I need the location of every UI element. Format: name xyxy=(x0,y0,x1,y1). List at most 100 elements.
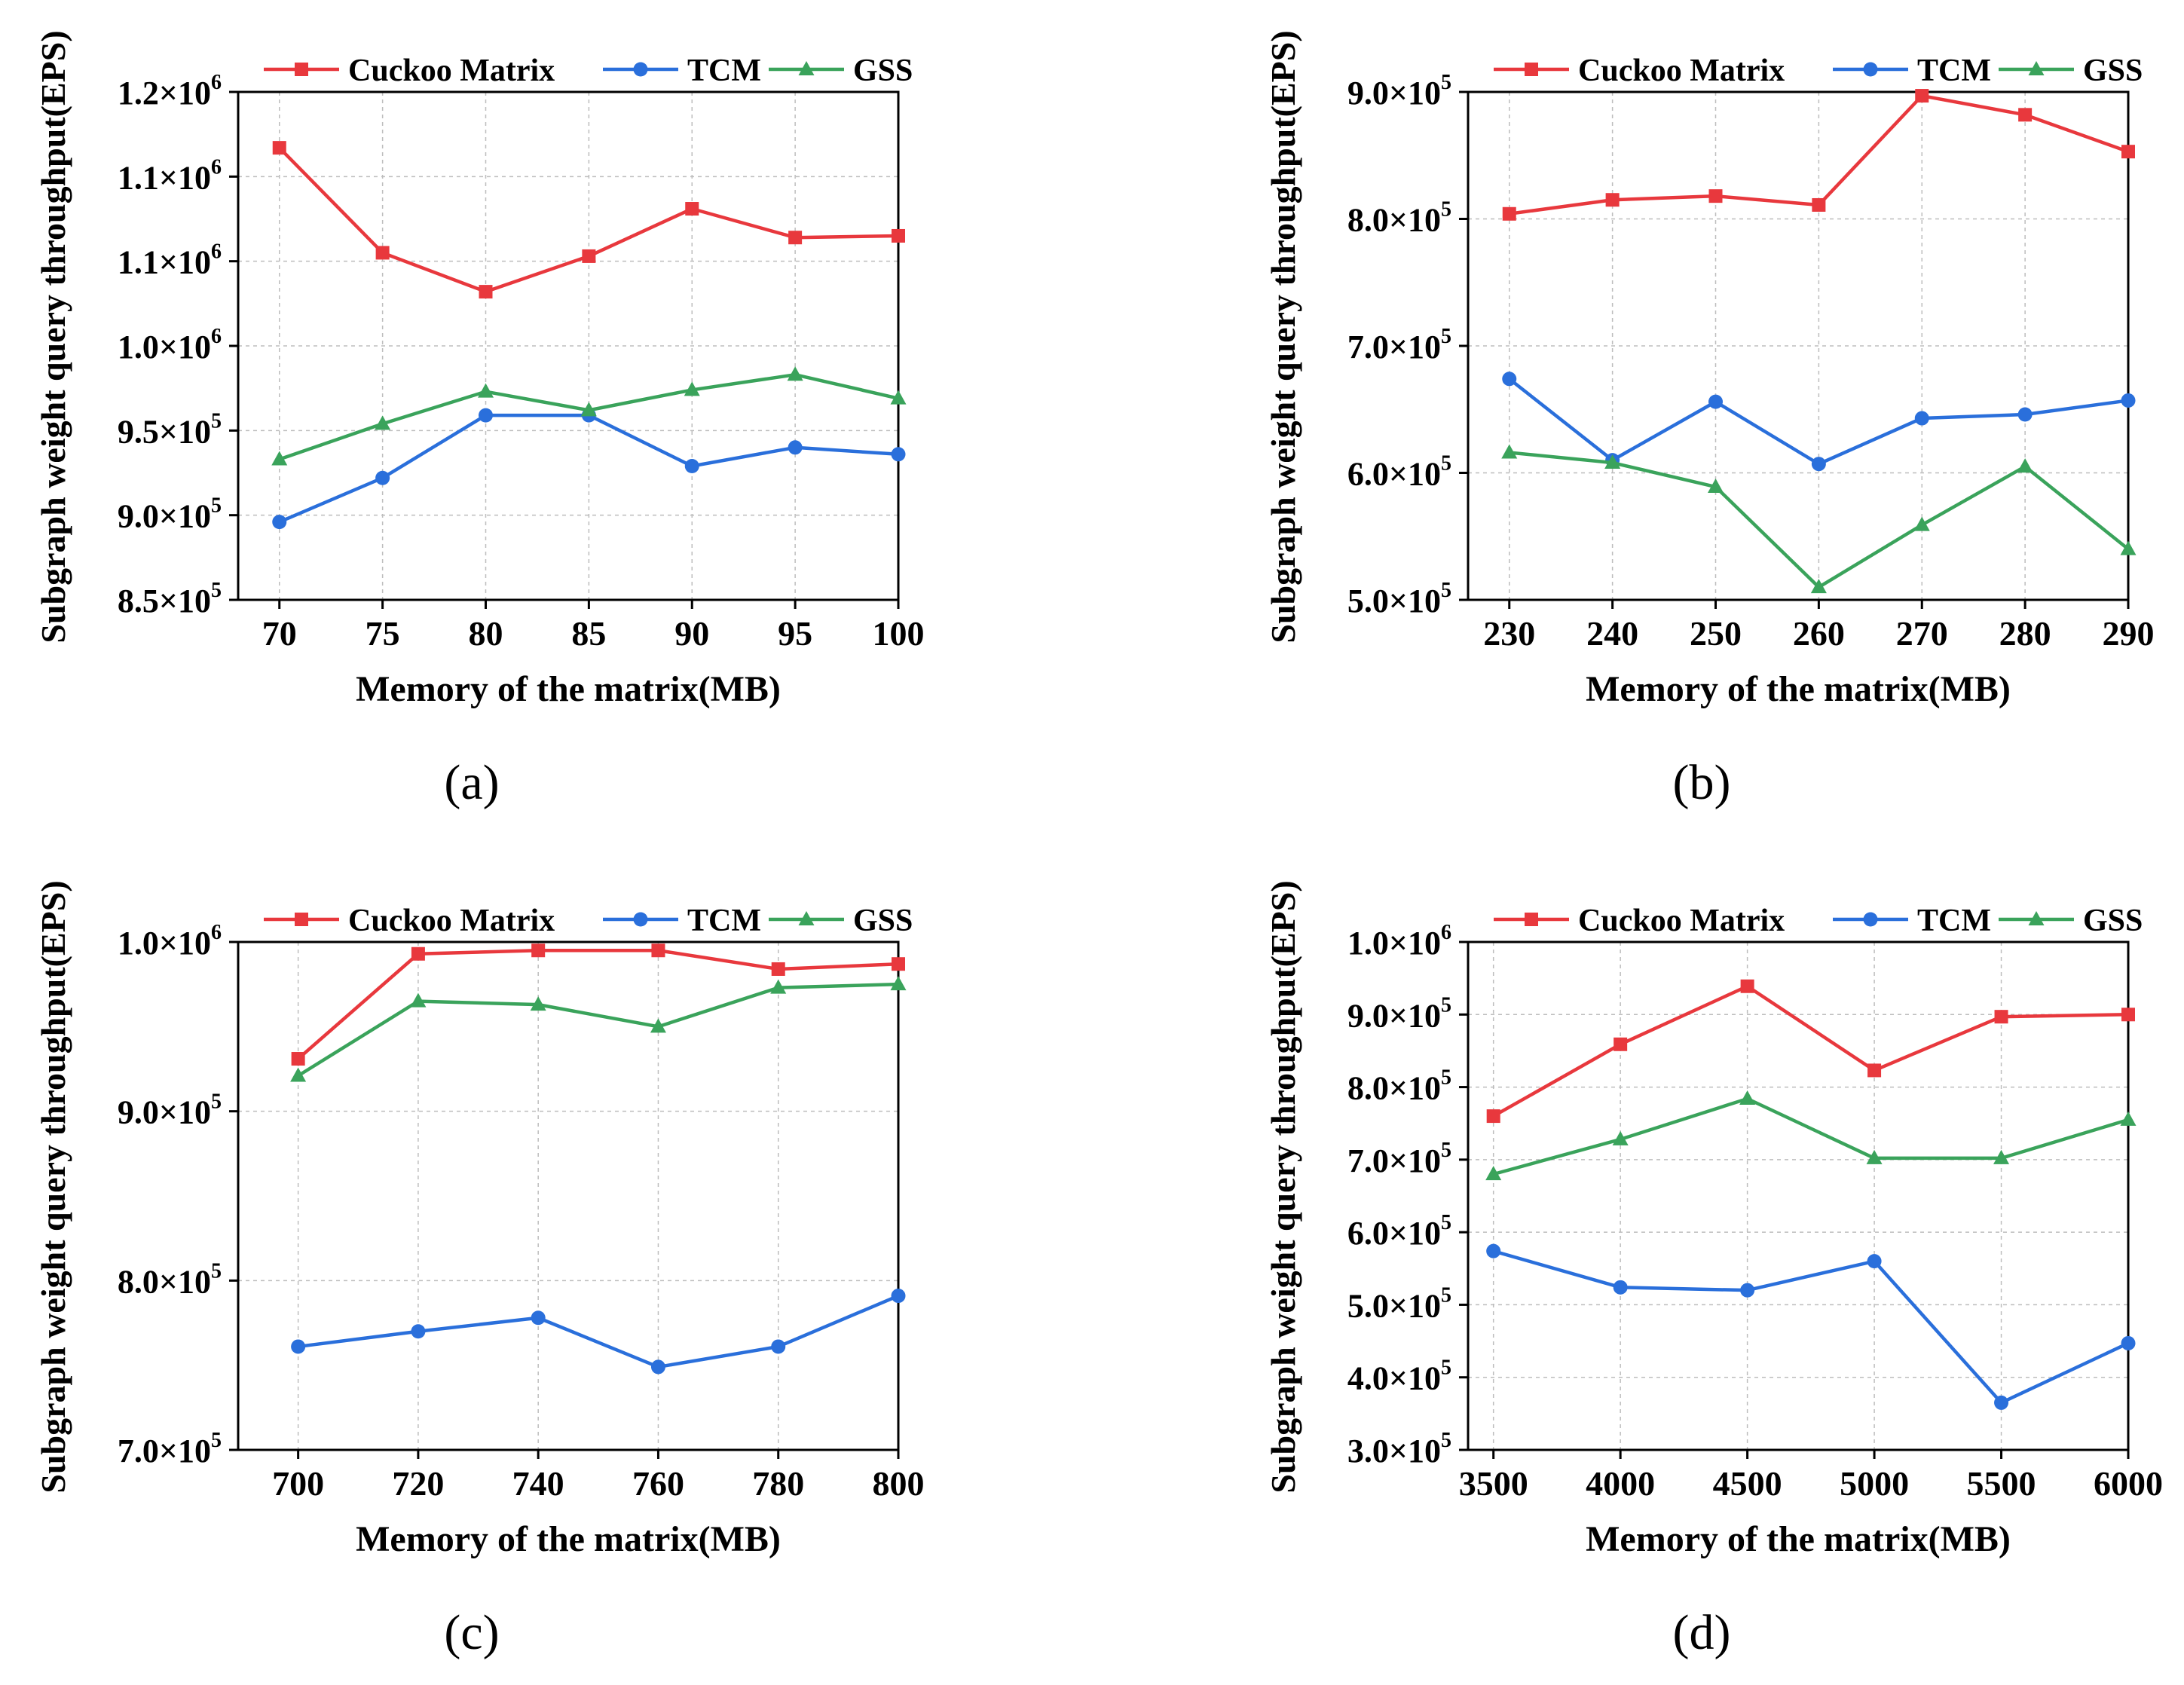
panel-a-legend: Cuckoo Matrix TCM GSS xyxy=(264,54,913,88)
panel-b-point-cuckoo-matrix-270 xyxy=(1915,89,1929,103)
panel-c-point-gss-740 xyxy=(530,996,546,1011)
panel-d-point-cuckoo-matrix-4000 xyxy=(1614,1037,1628,1051)
panel-c-line-cuckoo-matrix xyxy=(297,948,899,1060)
panel-d-series-cuckoo-matrix xyxy=(1486,979,2135,1124)
panel-b-grid xyxy=(1468,91,2129,601)
panel-c-point-tcm-720 xyxy=(411,1324,426,1339)
panel-a-legend-label-cuckoo-matrix: Cuckoo Matrix xyxy=(348,54,555,88)
panel-c-series-tcm xyxy=(291,1289,906,1375)
panel-a-point-cuckoo-matrix-95 xyxy=(788,231,803,245)
panel-d-ytick-label-5: 8.0×105 xyxy=(1347,1066,1451,1107)
panel-b-ytick-label-1: 6.0×105 xyxy=(1347,452,1451,493)
panel-d-legend-label-cuckoo-matrix: Cuckoo Matrix xyxy=(1578,904,1785,938)
panel-c-xtick-label-700: 700 xyxy=(272,1464,324,1503)
panel-c-series-cuckoo-matrix xyxy=(291,943,905,1066)
panel-c-line-gss xyxy=(297,982,899,1078)
panel-d-line-cuckoo-matrix xyxy=(1492,984,2129,1118)
panel-a-ytick-label-3: 1.0×106 xyxy=(118,325,222,365)
panel-d-ytick-label-7: 1.0×106 xyxy=(1347,921,1451,962)
panel-d-point-gss-5000 xyxy=(1866,1149,1883,1164)
panel-b-xtick-label-270: 270 xyxy=(1896,614,1948,653)
panel-c-legend-label-cuckoo-matrix: Cuckoo Matrix xyxy=(348,904,555,938)
panel-b-point-cuckoo-matrix-260 xyxy=(1812,197,1826,212)
panel-a-legend-label-gss: GSS xyxy=(853,54,913,88)
panel-a-label: (a) xyxy=(444,755,499,810)
panel-d-xtick-label-6000: 6000 xyxy=(2094,1464,2163,1503)
panel-a-point-cuckoo-matrix-90 xyxy=(685,202,699,216)
panel-b-xtick-label-290: 290 xyxy=(2103,614,2155,653)
panel-d-xtick-label-3500: 3500 xyxy=(1459,1464,1528,1503)
panel-b-point-tcm-230 xyxy=(1502,372,1517,387)
panel-c-point-gss-780 xyxy=(770,979,787,994)
panel-a-point-gss-95 xyxy=(787,366,803,381)
panel-a-series-gss xyxy=(271,366,907,466)
panel-d-xtick-label-5000: 5000 xyxy=(1840,1464,1909,1503)
panel-d-point-gss-3500 xyxy=(1485,1166,1502,1181)
panel-c-legend-marker-gss xyxy=(798,911,815,925)
panel-c-ytick-label-0: 7.0×105 xyxy=(118,1429,222,1469)
panel-a-xtick-label-90: 90 xyxy=(674,614,709,653)
panel-c-point-cuckoo-matrix-800 xyxy=(892,957,905,971)
panel-d-point-cuckoo-matrix-3500 xyxy=(1486,1109,1500,1124)
panel-d-ytick-label-2: 5.0×105 xyxy=(1347,1283,1451,1324)
panel-d-xtick-label-4500: 4500 xyxy=(1713,1464,1782,1503)
panel-c-point-gss-720 xyxy=(410,992,427,1008)
panel-a-point-gss-85 xyxy=(580,402,597,417)
chart-panel-a: 70 75 80 85 90 95 100 8.5×105 9.0×105 9.5×105 1.0×… xyxy=(34,30,925,810)
panel-a-point-gss-80 xyxy=(478,383,494,398)
panel-d-ytick-label-0: 3.0×105 xyxy=(1347,1429,1451,1469)
panel-b-point-tcm-260 xyxy=(1811,457,1826,472)
panel-a-legend-marker-tcm xyxy=(633,62,648,77)
panel-b-label: (b) xyxy=(1673,755,1731,810)
panel-c-xtick-label-800: 800 xyxy=(873,1464,925,1503)
panel-a-point-gss-75 xyxy=(375,415,391,430)
panel-c-grid xyxy=(238,941,899,1451)
panel-a-grid xyxy=(238,91,899,601)
panel-b-ytick-label-2: 7.0×105 xyxy=(1347,325,1451,365)
panel-d-series-tcm xyxy=(1486,1243,2136,1410)
panel-d-line-gss xyxy=(1493,1096,2129,1176)
panel-d-ylabel: Subgraph weight query throughput(EPS) xyxy=(1264,880,1302,1493)
panel-a-point-tcm-90 xyxy=(684,459,699,474)
panel-a-xtick-label-100: 100 xyxy=(873,614,925,653)
panel-b-point-gss-250 xyxy=(1708,479,1724,494)
panel-b-legend-marker-gss xyxy=(2028,61,2045,75)
panel-b-point-cuckoo-matrix-230 xyxy=(1502,206,1516,221)
panel-b-point-cuckoo-matrix-240 xyxy=(1605,193,1620,207)
panel-b-point-gss-280 xyxy=(2017,458,2033,473)
panel-c-point-gss-760 xyxy=(650,1018,666,1033)
panel-b-xtick-label-250: 250 xyxy=(1690,614,1742,653)
panel-c-point-cuckoo-matrix-760 xyxy=(651,943,665,958)
panel-d-ytick-label-6: 9.0×105 xyxy=(1347,993,1451,1034)
panel-b-point-cuckoo-matrix-250 xyxy=(1708,189,1723,203)
chart-panel-c: 700 720 740 760 780 800 7.0×105 8.0×105 9.0×105 1… xyxy=(34,880,925,1660)
panel-d-legend-marker-gss xyxy=(2028,911,2045,925)
panel-d-ytick-label-3: 6.0×105 xyxy=(1347,1211,1451,1252)
panel-b-legend-marker-cuckoo-matrix xyxy=(1525,63,1538,76)
panel-a-legend-marker-gss xyxy=(798,61,815,75)
panel-b-ytick-label-4: 9.0×105 xyxy=(1347,71,1451,112)
panel-b-legend-label-gss: GSS xyxy=(2083,54,2143,88)
panel-d-ytick-label-1: 4.0×105 xyxy=(1347,1356,1451,1397)
panel-b-xtick-label-230: 230 xyxy=(1483,614,1535,653)
panel-c-point-cuckoo-matrix-720 xyxy=(411,946,425,961)
panel-a-ytick-label-1: 9.0×105 xyxy=(118,494,222,535)
panel-b-point-tcm-270 xyxy=(1914,411,1929,426)
panel-b-point-gss-290 xyxy=(2120,540,2137,555)
panel-b-point-tcm-280 xyxy=(2017,407,2033,422)
panel-c-point-tcm-700 xyxy=(291,1339,306,1354)
panel-a-xtick-label-95: 95 xyxy=(778,614,812,653)
panel-a-point-gss-90 xyxy=(684,381,700,396)
panel-a-point-cuckoo-matrix-100 xyxy=(892,228,905,243)
panel-d-point-gss-6000 xyxy=(2120,1111,2137,1126)
panel-d-point-tcm-3500 xyxy=(1486,1243,1501,1258)
panel-a-point-cuckoo-matrix-80 xyxy=(479,285,493,299)
panel-a-xtick-label-75: 75 xyxy=(366,614,400,653)
panel-d-line-tcm xyxy=(1493,1249,2129,1405)
panel-a-xtick-label-80: 80 xyxy=(469,614,503,653)
panel-d-legend-marker-cuckoo-matrix xyxy=(1525,913,1538,926)
panel-a-point-cuckoo-matrix-75 xyxy=(375,246,390,260)
panel-d-point-tcm-4500 xyxy=(1740,1283,1755,1298)
panel-c-series-gss xyxy=(290,976,907,1082)
panel-b-line-tcm xyxy=(1508,378,2129,466)
